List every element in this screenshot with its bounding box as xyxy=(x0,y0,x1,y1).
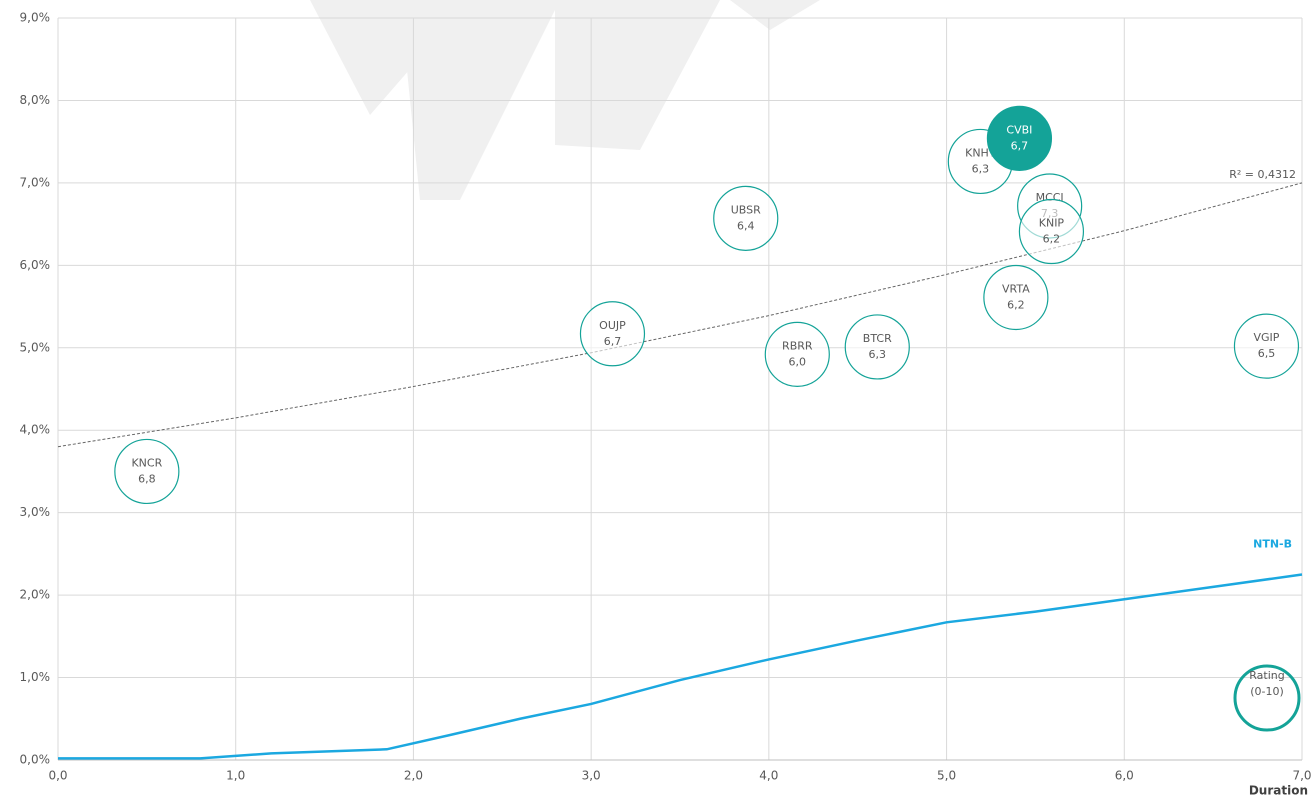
bubble-rating: 6,5 xyxy=(1258,347,1276,360)
bubble-label: KNHY xyxy=(965,146,996,159)
bubble xyxy=(713,185,779,251)
x-tick-label: 1,0 xyxy=(226,769,245,783)
bubble-label: OUJP xyxy=(599,319,626,332)
x-tick-label: 0,0 xyxy=(48,769,67,783)
x-tick-label: 5,0 xyxy=(937,769,956,783)
y-tick-label: 5,0% xyxy=(20,340,51,354)
trendline xyxy=(57,182,1303,448)
bubble-label: VGIP xyxy=(1253,331,1279,344)
line-label: NTN-B xyxy=(1253,538,1292,551)
bubble-rating: 6,3 xyxy=(869,348,887,361)
bubble-label: KNIP xyxy=(1039,217,1065,230)
y-tick-label: 0,0% xyxy=(20,753,51,767)
bubble xyxy=(764,321,830,387)
x-tick-label: 2,0 xyxy=(404,769,423,783)
y-tick-label: 1,0% xyxy=(20,670,51,684)
legend-swatch xyxy=(1233,664,1301,732)
legend-label: Rating (0-10) xyxy=(1249,669,1285,698)
bubble xyxy=(986,105,1053,171)
y-tick-label: 6,0% xyxy=(20,258,51,272)
x-tick-label: 4,0 xyxy=(759,769,778,783)
bubble xyxy=(114,438,180,505)
x-tick-label: 6,0 xyxy=(1115,769,1134,783)
bubble-rating: 6,0 xyxy=(789,355,807,368)
bubble-label: UBSR xyxy=(731,203,761,216)
bubble-rating: 6,4 xyxy=(737,219,755,232)
x-tick-label: 3,0 xyxy=(582,769,601,783)
y-tick-label: 8,0% xyxy=(20,93,51,107)
bubble xyxy=(844,314,910,380)
bubble-rating: 6,2 xyxy=(1007,298,1025,311)
bubble-rating: 6,3 xyxy=(972,162,990,175)
bubble-rating: 6,7 xyxy=(604,335,622,348)
bubble-label: CVBI xyxy=(1006,123,1032,136)
bubble-label: KNCR xyxy=(131,456,162,469)
bubble-rating: 6,2 xyxy=(1043,233,1061,246)
y-tick-label: 2,0% xyxy=(20,588,51,602)
bubble-rating: 6,7 xyxy=(1011,139,1029,152)
y-tick-label: 4,0% xyxy=(20,423,51,437)
bubble-label: VRTA xyxy=(1002,282,1030,295)
y-tick-label: 3,0% xyxy=(20,505,51,519)
trendline-label: R² = 0,4312 xyxy=(1229,168,1296,181)
line xyxy=(58,573,1303,760)
x-axis-label: Duration xyxy=(1249,784,1308,798)
bubble-rating: 6,8 xyxy=(138,472,156,485)
bubble xyxy=(579,301,646,367)
bubble xyxy=(1018,198,1085,265)
bubble-label: BTCR xyxy=(863,332,892,345)
y-tick-label: 7,0% xyxy=(20,175,51,189)
x-tick-label: 7,0 xyxy=(1292,769,1311,783)
bubble xyxy=(983,264,1049,331)
bubble xyxy=(1233,313,1300,379)
y-tick-label: 9,0% xyxy=(20,11,51,25)
bubble-label: RBRR xyxy=(782,339,813,352)
